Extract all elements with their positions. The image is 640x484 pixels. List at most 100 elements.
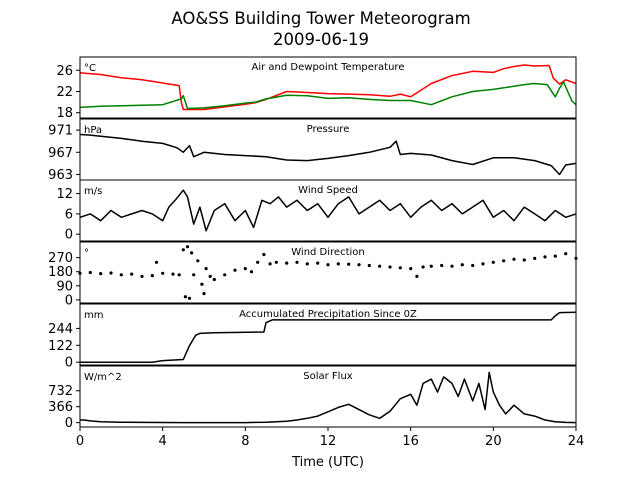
- data-point: [409, 267, 413, 271]
- data-point: [367, 263, 371, 268]
- panel-1: 18 22 26 °C Air and Dewpoint Temperature: [56, 56, 577, 121]
- panel-title: Solar Flux: [303, 371, 353, 382]
- data-point: [522, 258, 526, 262]
- y-tick-label: 0: [65, 228, 73, 243]
- series-line: [79, 189, 577, 232]
- series-line: [79, 133, 577, 176]
- data-point: [512, 257, 516, 261]
- y-tick-label: 180: [48, 265, 73, 280]
- data-point: [347, 262, 351, 266]
- y-tick-label: 971: [48, 124, 73, 139]
- data-point: [564, 252, 568, 256]
- data-point: [268, 262, 272, 266]
- y-tick-label: 270: [48, 251, 73, 266]
- y-tick-label: 12: [56, 187, 73, 202]
- x-tick-label: 0: [76, 434, 84, 449]
- data-point: [502, 259, 506, 263]
- data-point: [202, 292, 206, 296]
- panel-unit-label: °: [84, 248, 89, 259]
- data-point: [316, 261, 320, 265]
- panel-unit-label: °C: [84, 63, 96, 74]
- y-tick-label: 22: [56, 85, 73, 100]
- data-point: [553, 254, 557, 258]
- data-point: [177, 273, 181, 277]
- data-point: [99, 272, 103, 276]
- data-point: [204, 267, 208, 271]
- data-point: [471, 263, 475, 268]
- data-point: [326, 263, 330, 267]
- data-point: [196, 259, 200, 263]
- panel-title: Pressure: [307, 124, 350, 135]
- panel-frame: [79, 303, 577, 366]
- data-point: [223, 273, 227, 277]
- x-tick-label: 24: [568, 434, 585, 449]
- panel-3: 0 6 12 m/s Wind Speed: [56, 179, 577, 243]
- series-line: [79, 64, 577, 111]
- y-tick-label: 0: [65, 356, 73, 371]
- data-point: [421, 265, 425, 269]
- data-point: [450, 264, 454, 268]
- data-point: [256, 260, 260, 264]
- data-point: [88, 270, 92, 275]
- data-point: [161, 271, 165, 275]
- data-point: [200, 282, 204, 286]
- data-point: [140, 274, 144, 278]
- x-axis-label: Time (UTC): [291, 455, 364, 470]
- panel-title: Air and Dewpoint Temperature: [252, 62, 405, 73]
- data-point: [305, 262, 309, 266]
- data-point: [533, 256, 537, 260]
- data-point: [181, 248, 185, 252]
- x-tick-label: 8: [241, 434, 249, 449]
- data-point: [285, 261, 289, 265]
- figure-title: AO&SS Building Tower Meteorogram: [171, 9, 470, 28]
- panel-unit-label: W/m^2: [84, 372, 122, 383]
- data-point: [415, 274, 419, 278]
- data-point: [183, 295, 187, 299]
- series-line: [79, 81, 577, 110]
- data-point: [398, 266, 402, 270]
- data-point: [130, 272, 134, 276]
- data-point: [208, 274, 212, 278]
- data-point: [460, 263, 464, 267]
- x-tick-label: 16: [402, 434, 419, 449]
- data-point: [543, 255, 547, 259]
- data-point: [429, 264, 433, 268]
- y-tick-label: 244: [48, 322, 73, 337]
- data-point: [249, 270, 254, 274]
- data-point: [150, 274, 154, 278]
- data-point: [378, 264, 382, 268]
- y-tick-label: 0: [65, 416, 73, 431]
- data-point: [481, 262, 485, 266]
- y-tick-label: 26: [56, 64, 73, 79]
- y-tick-label: 732: [48, 384, 73, 399]
- y-tick-label: 6: [65, 207, 73, 222]
- data-point: [185, 245, 190, 249]
- data-point: [233, 268, 237, 272]
- data-point: [109, 271, 113, 275]
- panel-5: 0 122 244 mm Accumulated Precipitation Since…: [48, 303, 577, 371]
- data-point: [357, 263, 361, 267]
- x-tick-label: 12: [320, 434, 337, 449]
- y-tick-label: 366: [48, 400, 73, 415]
- panel-title: Wind Speed: [298, 185, 358, 196]
- panel-unit-label: m/s: [84, 186, 102, 197]
- x-tick-label: 4: [159, 434, 167, 449]
- series-points: [78, 245, 578, 300]
- panel-unit-label: hPa: [84, 125, 102, 136]
- data-point: [388, 265, 392, 269]
- panel-title: Accumulated Precipitation Since 0Z: [239, 309, 417, 320]
- y-tick-label: 967: [48, 146, 73, 161]
- data-point: [119, 273, 123, 277]
- x-axis-ticks: 0 4 8 12 16 20 24: [76, 427, 584, 449]
- panel-frame: [79, 56, 577, 119]
- data-point: [440, 263, 444, 268]
- data-point: [154, 260, 159, 264]
- figure-subtitle: 2009-06-19: [273, 30, 369, 49]
- data-point: [187, 296, 192, 300]
- data-point: [212, 277, 216, 282]
- data-point: [336, 262, 340, 266]
